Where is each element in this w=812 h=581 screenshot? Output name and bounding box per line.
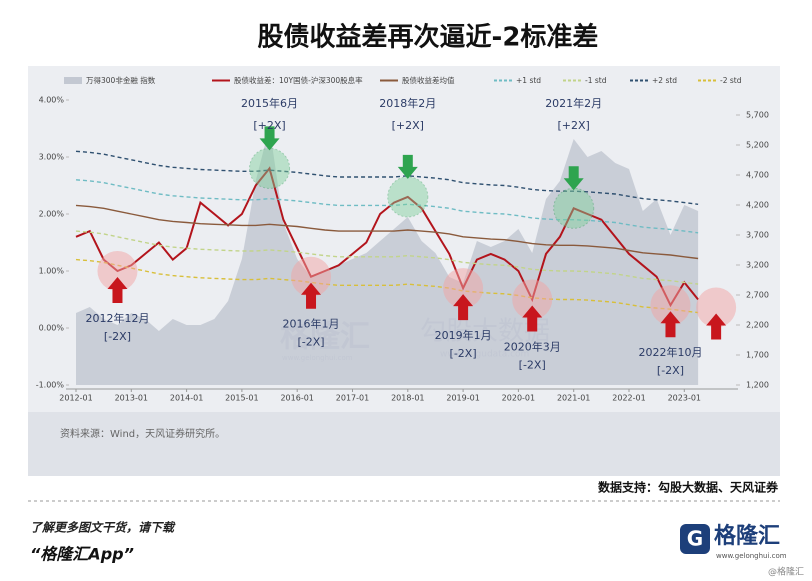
x-tick-label: 2018-01 — [391, 394, 424, 403]
legend-label: +1 std — [516, 76, 541, 85]
annotation-tag: [+2X] — [558, 119, 590, 132]
y-tick-label: 0.00% — [39, 324, 65, 333]
legend-label: 股债收益差：10Y国债-沪深300股息率 — [234, 75, 363, 85]
x-tick-label: 2019-01 — [446, 394, 479, 403]
annotation-tag: [+2X] — [253, 119, 285, 132]
annotation-tag: [-2X] — [657, 364, 684, 377]
highlight-circle — [696, 287, 737, 328]
x-tick-label: 2017-01 — [336, 394, 369, 403]
annotation-tag: [-2X] — [104, 330, 131, 343]
app-name: “格隆汇App” — [30, 545, 134, 564]
highlight-circle — [249, 147, 291, 189]
y2-tick-label: 5,200 — [746, 141, 769, 150]
source-note: 资料来源：Wind，天风证券研究所。 — [60, 427, 225, 440]
arrow-up — [660, 311, 681, 338]
series-line — [75, 150, 699, 205]
x-tick-label: 2020-01 — [502, 394, 535, 403]
y-tick-label: -1.00% — [36, 381, 65, 390]
y2-tick-label: 2,200 — [746, 321, 769, 330]
arrow-down — [563, 166, 584, 191]
arrow-down — [397, 154, 418, 179]
title: 股债收益差再次逼近-2标准差 — [258, 22, 599, 53]
legend-label: 股债收益差均值 — [402, 75, 455, 85]
series-line — [75, 166, 699, 308]
arrow-up — [107, 277, 128, 303]
arrow-up — [522, 305, 543, 332]
x-tick-label: 2021-01 — [557, 394, 590, 403]
x-tick-label: 2012-01 — [59, 394, 92, 403]
x-tick-label: 2014-01 — [170, 394, 203, 403]
arrow-up — [453, 294, 474, 321]
arrow-down — [259, 126, 280, 151]
arrow-up — [301, 282, 322, 309]
annotation-tag: [-2X] — [519, 359, 546, 372]
x-tick-label: 2022-01 — [612, 394, 645, 403]
series-line — [75, 179, 699, 234]
y2-tick-label: 3,700 — [746, 231, 769, 240]
x-tick-label: 2016-01 — [280, 394, 313, 403]
highlight-circle — [512, 279, 553, 320]
annotation-tag: [-2X] — [297, 336, 324, 349]
series-line — [75, 258, 699, 314]
highlight-circle — [443, 268, 484, 309]
annotation-label: 2015年6月 — [241, 96, 298, 110]
logo-text: 格隆汇 — [714, 523, 780, 549]
logo-glyph: G — [687, 527, 703, 551]
plot: 格隆汇www.gelonghui.com勾股大数据www.gugudata.co… — [36, 75, 769, 403]
y2-tick-label: 3,200 — [746, 261, 769, 270]
y2-tick-label: 1,700 — [746, 351, 769, 360]
corner-mark: @格隆汇 — [768, 566, 804, 578]
series-line — [75, 204, 699, 260]
annotation-label: 2012年12月 — [85, 311, 149, 325]
arrow-up — [706, 313, 727, 340]
highlight-circle — [650, 285, 691, 326]
x-tick-label: 2013-01 — [115, 394, 148, 403]
logo-url: www.gelonghui.com — [716, 552, 787, 560]
legend-label: 万得300非金融 指数 — [86, 75, 156, 85]
x-tick-label: 2023-01 — [668, 394, 701, 403]
annotation-label: 2020年3月 — [504, 340, 561, 354]
legend-label: +2 std — [652, 76, 677, 85]
y-tick-label: 4.00% — [39, 96, 65, 105]
annotation-label: 2022年10月 — [638, 345, 702, 359]
annotation-label: 2016年1月 — [283, 317, 340, 331]
y-tick-label: 3.00% — [39, 153, 65, 162]
index-area — [76, 127, 699, 385]
y2-tick-label: 2,700 — [746, 291, 769, 300]
source-band — [28, 412, 780, 476]
x-tick-label: 2015-01 — [225, 394, 258, 403]
legend-label: -2 std — [720, 76, 742, 85]
highlight-circle — [291, 256, 332, 297]
y2-tick-label: 1,200 — [746, 381, 769, 390]
legend-label: -1 std — [585, 76, 607, 85]
annotation-label: 2018年2月 — [379, 96, 436, 110]
logo-mark — [680, 524, 710, 554]
highlight-circle — [97, 251, 138, 291]
annotation-label: 2021年2月 — [545, 96, 602, 110]
highlight-circle — [553, 187, 595, 229]
promo-text: 了解更多图文干货，请下载 — [30, 521, 176, 535]
y2-tick-label: 4,200 — [746, 201, 769, 210]
y2-tick-label: 5,700 — [746, 111, 769, 120]
data-support: 数据支持：勾股大数据、天风证券 — [598, 480, 779, 495]
annotation-label: 2019年1月 — [435, 328, 492, 342]
annotation-tag: [-2X] — [450, 347, 477, 360]
highlight-circle — [387, 176, 429, 218]
legend-swatch — [64, 77, 82, 84]
series-line — [75, 230, 699, 285]
annotation-tag: [+2X] — [392, 119, 424, 132]
y2-tick-label: 4,700 — [746, 171, 769, 180]
y-tick-label: 2.00% — [39, 210, 65, 219]
y-tick-label: 1.00% — [39, 267, 65, 276]
